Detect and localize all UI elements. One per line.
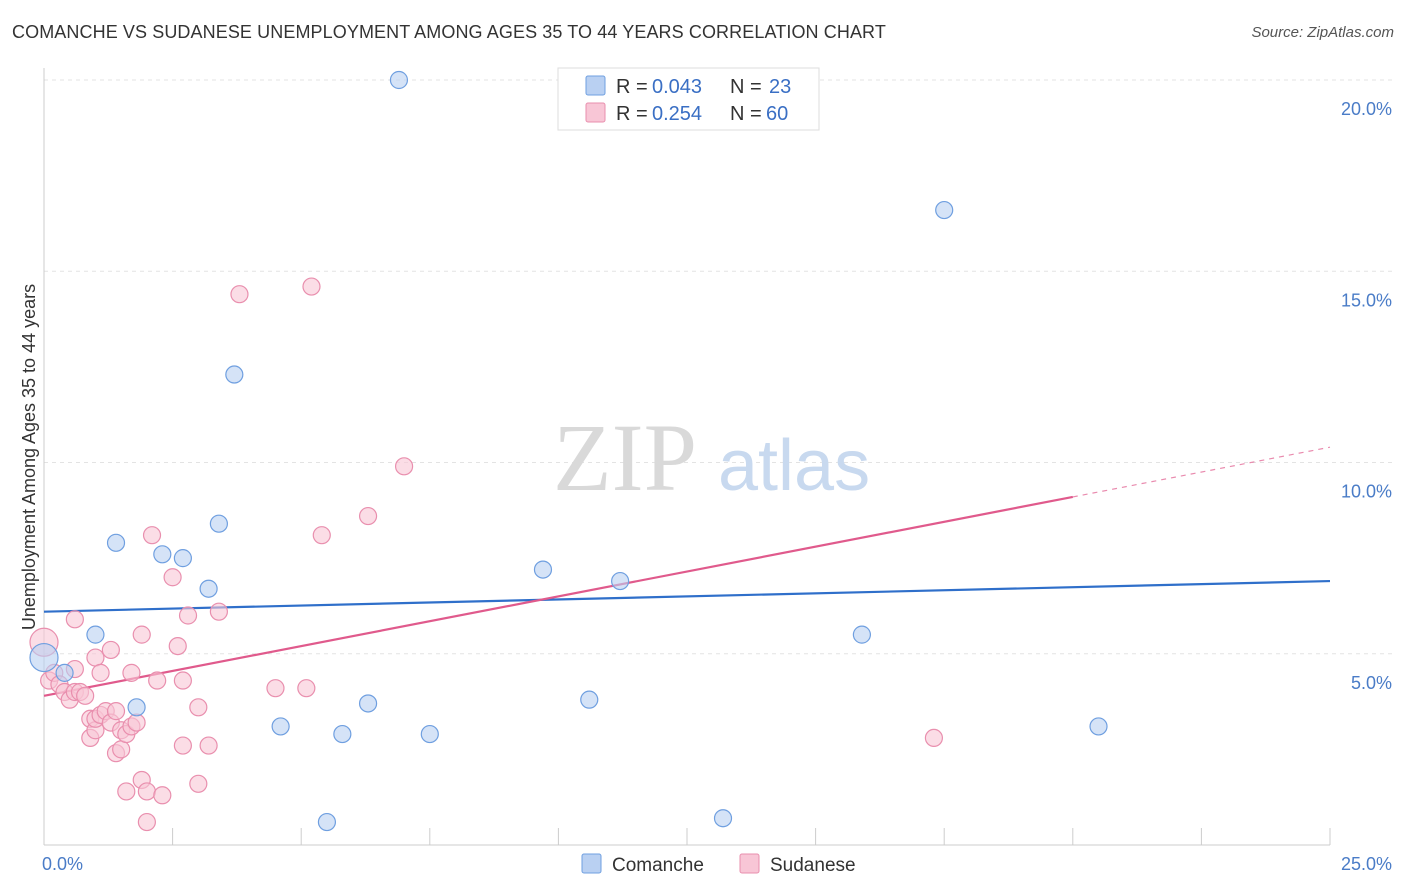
point-comanche — [153, 545, 172, 564]
point-sudanese — [127, 713, 146, 732]
point-sudanese — [199, 736, 218, 755]
label-layer: 5.0% 10.0% 15.0% 20.0% 0.0% 25.0% Unemployment… — [19, 99, 1392, 874]
point-sudanese — [153, 786, 172, 805]
point-sudanese — [112, 740, 131, 759]
point-comanche — [225, 365, 244, 384]
point-comanche — [29, 642, 59, 673]
point-comanche — [199, 579, 218, 598]
point-sudanese — [106, 702, 126, 721]
legend-swatch-sudanese — [585, 102, 606, 123]
point-sudanese — [168, 636, 187, 656]
x-tick-label: 0.0% — [42, 854, 83, 874]
point-comanche — [358, 694, 378, 713]
point-sudanese — [137, 782, 156, 801]
legend-swatch-comanche — [585, 75, 606, 96]
grid-layer — [44, 79, 1392, 655]
point-sudanese — [173, 736, 192, 755]
bottom-legend-swatch-comanche — [581, 853, 602, 874]
point-sudanese — [178, 606, 198, 625]
trendline-sudanese — [43, 495, 1074, 697]
bottom-legend-label-comanche: Comanche — [612, 855, 704, 876]
point-sudanese — [163, 568, 182, 587]
legend-n-value-sudanese: 60 — [766, 103, 788, 125]
point-sudanese — [86, 648, 105, 667]
point-comanche — [389, 70, 409, 90]
point-comanche — [852, 625, 871, 644]
point-sudanese — [312, 526, 331, 545]
chart-title: COMANCHE VS SUDANESE UNEMPLOYMENT AMONG … — [12, 22, 886, 42]
top-legend: R = 0.043 N = 23 R = 0.254 N = 60 — [557, 67, 820, 131]
trendline-dashed-sudanese — [1072, 446, 1331, 498]
watermark-zip: ZIP — [553, 404, 697, 511]
watermark: ZIP atlas — [553, 404, 870, 511]
point-sudanese — [122, 663, 141, 682]
point-sudanese — [91, 663, 110, 682]
point-sudanese — [101, 640, 120, 660]
point-sudanese — [132, 625, 151, 644]
axis-layer — [43, 68, 1331, 846]
point-sudanese — [297, 679, 316, 698]
legend-r-value-comanche: 0.043 — [652, 76, 702, 98]
point-comanche — [713, 809, 733, 828]
point-comanche — [209, 514, 228, 533]
watermark-atlas: atlas — [718, 426, 870, 506]
point-comanche — [127, 698, 146, 717]
point-comanche — [317, 812, 337, 832]
trendline-comanche — [43, 579, 1331, 613]
point-sudanese — [924, 728, 944, 748]
y-tick-label: 20.0% — [1341, 99, 1392, 119]
point-comanche — [420, 724, 439, 744]
point-sudanese — [189, 774, 208, 793]
point-sudanese — [394, 457, 414, 476]
point-comanche — [271, 717, 290, 736]
point-comanche — [611, 571, 630, 591]
point-sudanese — [230, 285, 249, 304]
bottom-legend-label-sudanese: Sudanese — [770, 855, 856, 876]
point-sudanese — [76, 686, 95, 705]
legend-r-label-sudanese: R = — [616, 103, 648, 125]
point-sudanese — [266, 679, 285, 698]
point-sudanese — [142, 526, 162, 545]
point-sudanese — [173, 671, 192, 690]
legend-r-value-sudanese: 0.254 — [652, 103, 702, 125]
point-sudanese — [117, 782, 136, 801]
legend-n-label-comanche: N = — [730, 76, 762, 98]
legend-n-label-sudanese: N = — [730, 103, 762, 125]
y-axis-title: Unemployment Among Ages 35 to 44 years — [19, 284, 39, 630]
point-comanche — [533, 560, 553, 579]
point-sudanese — [302, 277, 321, 296]
point-sudanese — [189, 698, 208, 717]
point-comanche — [55, 663, 74, 682]
bottom-legend: Comanche Sudanese — [581, 853, 856, 876]
trend-layer — [43, 446, 1331, 697]
y-tick-label: 5.0% — [1351, 673, 1392, 693]
point-sudanese — [65, 610, 84, 629]
point-sudanese — [148, 671, 167, 690]
point-comanche — [173, 549, 192, 568]
point-comanche — [106, 533, 126, 552]
point-comanche — [935, 200, 954, 220]
legend-r-label-comanche: R = — [616, 76, 648, 98]
bottom-legend-swatch-sudanese — [739, 853, 760, 874]
legend-n-value-comanche: 23 — [769, 76, 791, 98]
points-layer — [29, 70, 1108, 832]
point-sudanese — [209, 602, 228, 621]
point-comanche — [86, 625, 105, 644]
point-comanche — [1089, 717, 1108, 736]
point-sudanese — [358, 506, 378, 526]
x-tick-label: 25.0% — [1341, 854, 1392, 874]
chart-source: Source: ZipAtlas.com — [1251, 24, 1394, 41]
y-tick-label: 10.0% — [1341, 482, 1392, 502]
point-comanche — [580, 690, 599, 709]
point-sudanese — [137, 812, 156, 832]
y-tick-label: 15.0% — [1341, 290, 1392, 310]
point-comanche — [333, 724, 352, 744]
